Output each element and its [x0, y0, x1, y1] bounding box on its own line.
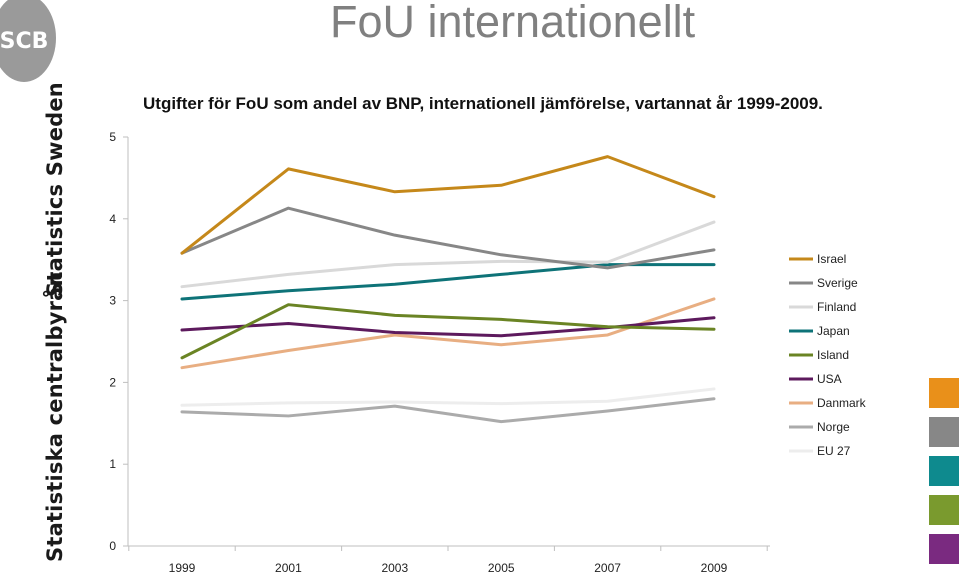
x-tick-label: 1999: [169, 561, 196, 573]
legend-label: USA: [817, 372, 842, 386]
scb-logo: SCB: [0, 0, 56, 82]
palette-swatch: [929, 378, 959, 408]
chart-series-lines: [180, 155, 716, 424]
series-line-sverige: [180, 206, 716, 270]
x-tick-label: 2001: [275, 561, 302, 573]
y-tick-label: 1: [109, 457, 116, 471]
y-tick-label: 4: [109, 212, 116, 226]
legend-label: Israel: [817, 252, 846, 266]
series-line-norge: [180, 397, 716, 424]
series-line-israel: [180, 155, 716, 255]
palette-swatch: [929, 534, 959, 564]
y-tick-label: 5: [109, 130, 116, 144]
page-title: FoU internationellt: [330, 0, 696, 47]
palette-swatch: [929, 495, 959, 525]
x-tick-label: 2003: [381, 561, 408, 573]
x-tick-label: 2007: [594, 561, 621, 573]
series-line-japan: [180, 263, 716, 301]
legend-label: Sverige: [817, 276, 858, 290]
legend-label: EU 27: [817, 444, 851, 458]
scb-logo-text: SCB: [0, 29, 48, 54]
y-tick-label: 2: [109, 375, 116, 389]
y-tick-label: 3: [109, 294, 116, 308]
series-line-danmark: [180, 297, 716, 370]
series-line-island: [180, 303, 716, 360]
palette-swatch: [929, 456, 959, 486]
chart-title: Utgifter för FoU som andel av BNP, inter…: [143, 94, 823, 113]
series-line-eu-27: [180, 387, 716, 407]
chart-axes: 0 1 2 3 4 5 1999 2001 2003 2005 2007 2009: [109, 130, 770, 573]
chart-legend: Israel Sverige Finland Japan Island USA Danmar…: [789, 252, 867, 458]
legend-label: Danmark: [817, 396, 867, 410]
legend-label: Norge: [817, 420, 850, 434]
y-tick-label: 0: [109, 539, 116, 553]
palette-swatch: [929, 417, 959, 447]
x-tick-label: 2009: [701, 561, 728, 573]
legend-label: Finland: [817, 300, 856, 314]
series-line-finland: [180, 220, 716, 289]
legend-label: Island: [817, 348, 849, 362]
legend-label: Japan: [817, 324, 850, 338]
x-tick-label: 2005: [488, 561, 515, 573]
